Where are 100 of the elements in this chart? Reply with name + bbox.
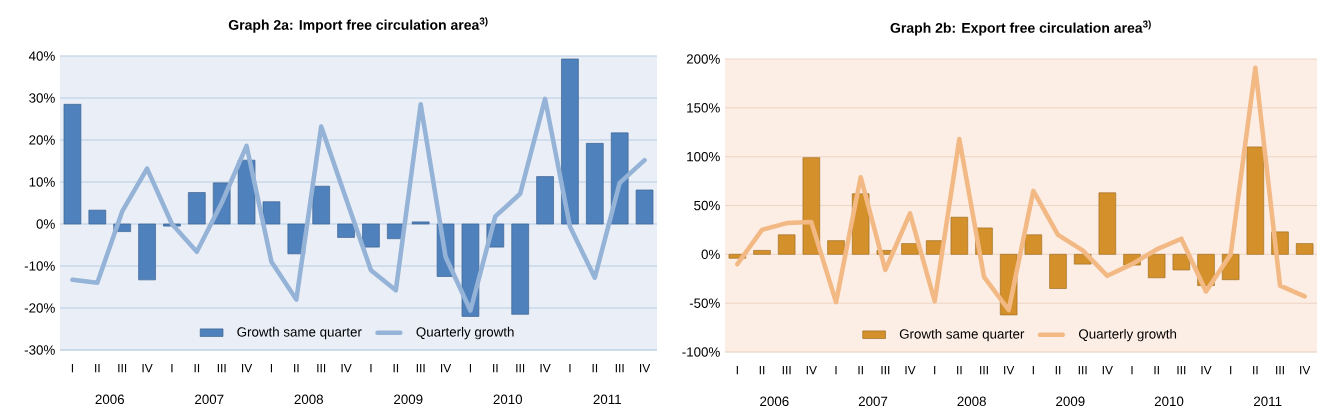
x-tick-label: II <box>393 364 399 373</box>
text: 2007 <box>195 394 224 405</box>
x-tick-label: IV <box>905 366 916 375</box>
bar <box>1147 253 1166 279</box>
x-tick-label: II <box>493 364 498 373</box>
x-tick-label: II <box>194 364 200 373</box>
x-tick-label: II <box>858 366 863 375</box>
text: 2006 <box>95 394 124 405</box>
x-tick-label: I <box>1032 366 1034 375</box>
x-tick-label: IV <box>806 366 817 375</box>
x-tick-label: IV <box>142 364 153 373</box>
y-tick-label: 0% <box>36 219 55 229</box>
legend-label: Quarterly growth <box>416 326 514 340</box>
y-tick-label: 200% <box>686 54 720 64</box>
y-tick-label: 150% <box>687 103 720 113</box>
x-tick-label: III <box>1276 366 1284 375</box>
x-tick-label: I <box>171 364 173 373</box>
x-tick-label: III <box>615 364 624 373</box>
bar <box>827 240 845 255</box>
x-tick-label: I <box>71 364 74 373</box>
x-tick-label: II <box>294 364 299 373</box>
x-tick-label: I <box>270 364 273 373</box>
legend-label: Quarterly growth <box>1079 328 1177 342</box>
x-tick-label: III <box>118 364 127 373</box>
x-tick-label: II <box>1154 366 1159 375</box>
x-tick-label: IV <box>1004 366 1015 375</box>
text: 2007 <box>858 396 888 407</box>
y-tick-label: 30% <box>29 93 55 103</box>
bar <box>561 58 579 225</box>
bar <box>312 185 330 225</box>
x-tick-label: III <box>881 366 890 375</box>
x-tick-label: III <box>1078 366 1087 375</box>
text: 2008 <box>957 396 986 407</box>
x-tick-label: IV <box>242 364 253 373</box>
chart-title: Graph 2a: Import free circulation area$^{3)}$ <box>228 17 488 33</box>
bar <box>950 216 969 255</box>
x-tick-label: II <box>957 366 962 375</box>
x-tick-label: III <box>416 364 425 373</box>
text: 2009 <box>1056 396 1085 407</box>
x-tick-label: IV <box>1102 366 1113 375</box>
x-tick-label: I <box>1131 366 1133 375</box>
bar <box>411 221 430 225</box>
y-tick-label: -20% <box>24 303 55 313</box>
text: 2006 <box>760 396 789 407</box>
x-tick-label: IV <box>441 364 452 373</box>
legend-label: Growth same quarter <box>237 326 362 340</box>
y-tick-label: 40% <box>28 51 55 61</box>
x-tick-label: I <box>569 364 571 373</box>
bar <box>1024 234 1043 255</box>
y-tick-label: -50% <box>689 298 720 308</box>
y-tick-label: 0% <box>701 249 720 260</box>
bar <box>63 103 82 225</box>
bar <box>586 143 604 225</box>
y-tick-label: -100% <box>682 347 720 357</box>
bar <box>1295 243 1314 255</box>
x-tick-label: II <box>95 364 100 373</box>
x-tick-label: IV <box>1300 366 1311 375</box>
text: 2011 <box>593 394 621 405</box>
line-series <box>70 96 647 313</box>
x-tick-label: III <box>782 366 791 375</box>
bar <box>901 243 919 255</box>
bar <box>337 223 355 238</box>
x-tick-label: IV <box>540 364 551 373</box>
bar <box>1246 146 1265 255</box>
y-tick-label: -10% <box>24 261 55 271</box>
text: 2011 <box>1254 396 1282 407</box>
text: 2008 <box>294 394 323 405</box>
bar <box>1098 192 1117 255</box>
x-tick-label: III <box>516 364 525 373</box>
x-tick-label: III <box>1177 366 1186 375</box>
text: 2010 <box>493 394 523 405</box>
bar <box>138 223 156 281</box>
x-tick-label: II <box>1253 366 1258 375</box>
bar <box>777 234 796 255</box>
bar <box>635 189 654 225</box>
bar <box>1049 253 1067 289</box>
bar <box>536 176 554 225</box>
x-tick-label: II <box>759 366 765 375</box>
x-tick-label: IV <box>1201 366 1212 375</box>
x-tick-label: I <box>736 366 738 375</box>
bar <box>262 201 281 225</box>
x-tick-label: II <box>1055 366 1061 375</box>
x-tick-label: I <box>1230 366 1232 375</box>
x-tick-label: IV <box>640 364 651 373</box>
x-tick-label: I <box>469 364 472 373</box>
y-tick-label: 100% <box>687 151 720 162</box>
bar <box>188 192 206 225</box>
y-tick-label: -30% <box>24 345 55 355</box>
y-tick-label: 10% <box>29 177 55 187</box>
x-tick-label: IV <box>341 364 352 373</box>
x-tick-label: III <box>317 364 326 373</box>
x-tick-label: I <box>370 364 372 373</box>
x-tick-label: III <box>217 364 226 373</box>
bar <box>511 223 529 315</box>
bar <box>362 223 380 248</box>
bar <box>88 209 107 225</box>
y-tick-label: 50% <box>694 200 720 211</box>
bar <box>753 250 771 255</box>
x-tick-label: III <box>980 366 988 375</box>
text: 2010 <box>1154 396 1184 407</box>
